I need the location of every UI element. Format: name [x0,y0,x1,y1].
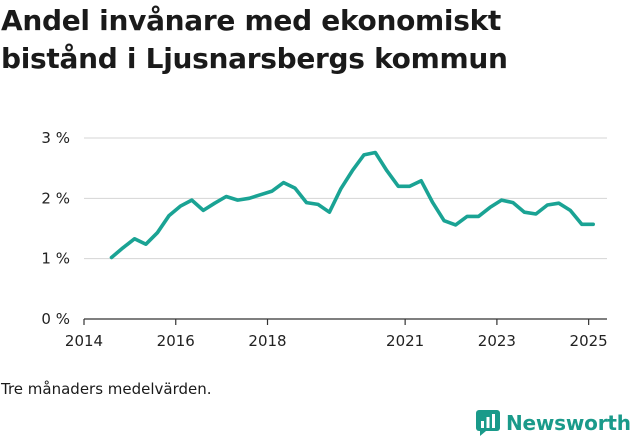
series-layer [109,150,595,260]
x-tick-label: 2025 [570,332,608,350]
y-tick-label: 1 % [41,250,70,268]
y-tick-label: 2 % [41,189,70,207]
tick-labels: 0 % 1 % 2 % 3 % 2014 2016 2018 2021 2023 2025 [41,129,607,350]
brand-logo: Newsworthy [476,408,631,438]
chart-title: Andel invånare med ekonomiskt bistånd i … [1,4,508,75]
x-tick-label: 2021 [386,332,424,350]
series-line [109,150,595,260]
y-tick-label: 3 % [41,129,70,147]
chart-note: Tre månaders medelvärden. [1,380,212,398]
x-axis [83,318,607,325]
brand-name: Newsworthy [506,411,631,435]
line-chart: 0 % 1 % 2 % 3 % 2014 2016 2018 2021 2023 2025 [41,129,607,350]
y-tick-label: 0 % [41,310,70,328]
newsworthy-logo-icon [476,410,500,436]
x-tick-label: 2016 [157,332,195,350]
x-tick-label: 2014 [65,332,103,350]
x-tick-label: 2018 [248,332,286,350]
x-tick-label: 2023 [478,332,516,350]
grid-lines [84,137,607,260]
